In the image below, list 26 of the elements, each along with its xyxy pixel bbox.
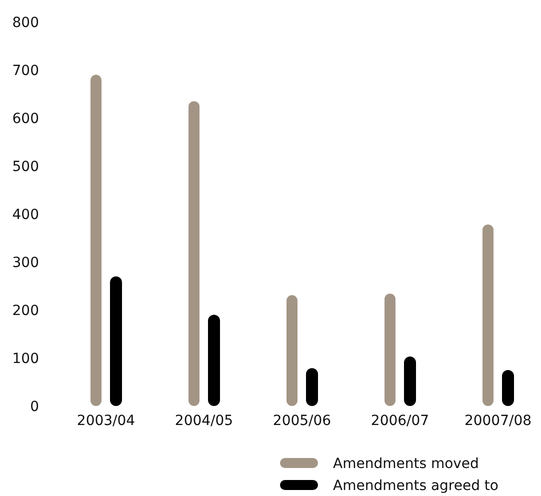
y-tick-label: 300 bbox=[12, 255, 39, 271]
x-tick-label: 2004/05 bbox=[174, 413, 234, 429]
bar bbox=[306, 368, 318, 406]
y-tick-label: 200 bbox=[12, 303, 39, 319]
legend-label: Amendments agreed to bbox=[333, 478, 498, 494]
bar bbox=[404, 356, 416, 406]
legend-label: Amendments moved bbox=[333, 456, 479, 472]
y-tick-label: 700 bbox=[12, 63, 39, 79]
bar bbox=[502, 370, 514, 406]
bar bbox=[286, 295, 298, 406]
x-tick-label: 2003/04 bbox=[76, 413, 136, 429]
x-tick-label: 2006/07 bbox=[370, 413, 430, 429]
bar bbox=[384, 294, 396, 406]
y-tick-label: 600 bbox=[12, 111, 39, 127]
bar bbox=[110, 276, 122, 406]
y-tick-label: 800 bbox=[12, 15, 39, 31]
bar bbox=[188, 101, 200, 406]
y-tick-label: 100 bbox=[12, 351, 39, 367]
bar bbox=[90, 74, 102, 406]
y-tick-label: 400 bbox=[12, 207, 39, 223]
x-tick-label: 2005/06 bbox=[272, 413, 332, 429]
y-tick-label: 500 bbox=[12, 159, 39, 175]
y-tick-label: 0 bbox=[30, 399, 39, 415]
x-tick-label: 20007/08 bbox=[464, 413, 532, 429]
bar bbox=[482, 224, 494, 406]
bar bbox=[208, 314, 220, 406]
